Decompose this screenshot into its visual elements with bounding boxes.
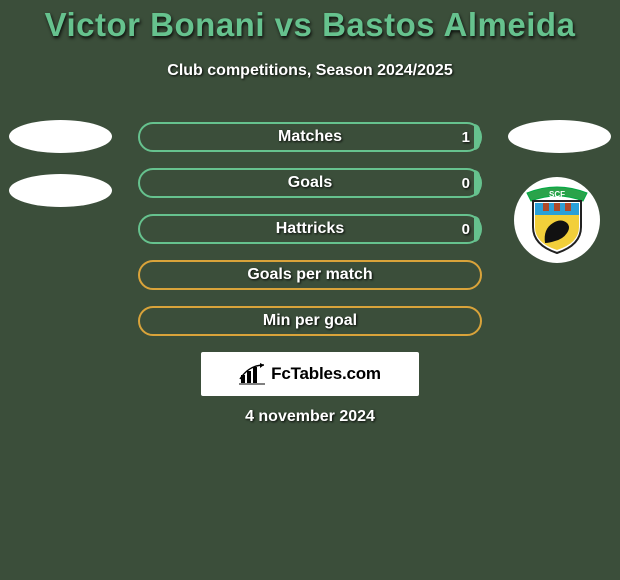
stat-row: Goals0 — [138, 168, 482, 198]
player1-name: Victor Bonani — [45, 6, 265, 43]
stat-bars: Matches1Goals0Hattricks0Goals per matchM… — [138, 122, 482, 352]
stat-value: 1 — [462, 122, 470, 152]
player2-name: Bastos Almeida — [322, 6, 575, 43]
player1-avatar — [9, 120, 112, 153]
player2-avatar — [508, 120, 611, 153]
stat-value: 0 — [462, 168, 470, 198]
stat-label: Goals — [138, 168, 482, 198]
shield-icon: SCF — [525, 185, 589, 255]
stat-label: Goals per match — [138, 260, 482, 290]
subtitle: Club competitions, Season 2024/2025 — [0, 62, 620, 80]
stat-label: Min per goal — [138, 306, 482, 336]
stat-row: Matches1 — [138, 122, 482, 152]
player1-club-badge — [9, 174, 112, 207]
comparison-card: Victor Bonani vs Bastos Almeida Club com… — [0, 0, 620, 580]
date-line: 4 november 2024 — [0, 408, 620, 426]
fctables-logo: FcTables.com — [201, 352, 419, 396]
club-badge-letters: SCF — [549, 190, 565, 199]
logo-text: FcTables.com — [271, 364, 381, 384]
stat-label: Matches — [138, 122, 482, 152]
stat-row: Goals per match — [138, 260, 482, 290]
player2-club-badge: SCF — [514, 177, 600, 263]
stat-row: Hattricks0 — [138, 214, 482, 244]
stat-value: 0 — [462, 214, 470, 244]
vs-text: vs — [275, 6, 313, 43]
page-title: Victor Bonani vs Bastos Almeida — [0, 0, 620, 44]
stat-row: Min per goal — [138, 306, 482, 336]
bar-chart-icon — [239, 363, 265, 385]
stat-label: Hattricks — [138, 214, 482, 244]
